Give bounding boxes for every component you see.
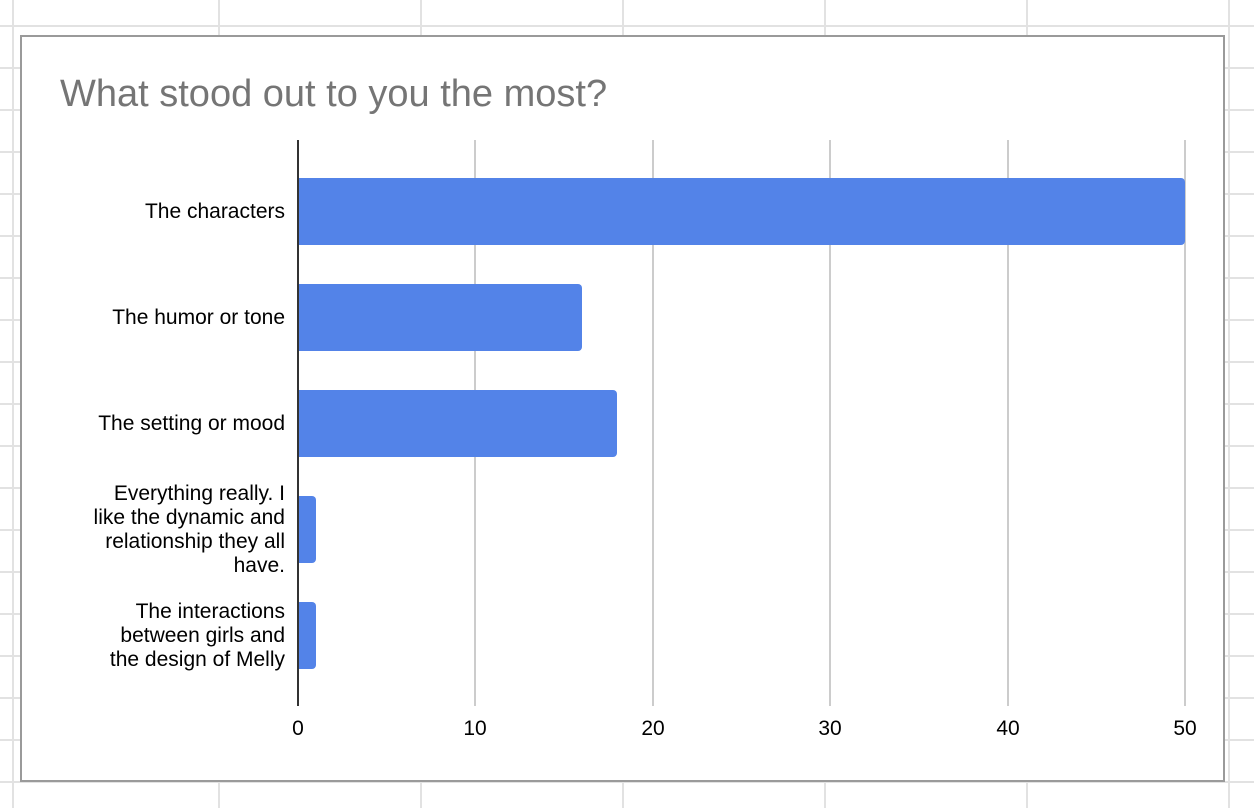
category-label: The setting or mood [98, 412, 285, 435]
x-tick-label: 10 [463, 717, 487, 740]
x-tick-label: 50 [1173, 717, 1197, 740]
chart-title: What stood out to you the most? [60, 73, 608, 115]
sheet-row-line [0, 781, 1254, 783]
chart-object[interactable]: What stood out to you the most? The char… [20, 35, 1225, 782]
bar[interactable] [298, 390, 617, 457]
bar[interactable] [298, 178, 1185, 245]
bar[interactable] [298, 284, 582, 351]
x-gridline [829, 140, 831, 706]
category-label: The characters [144, 200, 285, 223]
category-label: The interactions between girls and the d… [109, 600, 285, 671]
x-tick-label: 40 [996, 717, 1020, 740]
bar[interactable] [298, 496, 316, 563]
x-gridline [1184, 140, 1186, 706]
x-gridline [652, 140, 654, 706]
sheet-row-line [0, 25, 1254, 27]
x-tick-label: 0 [292, 717, 304, 740]
category-label: Everything really. I like the dynamic an… [93, 482, 285, 577]
category-label: The humor or tone [112, 306, 285, 329]
x-tick-label: 20 [641, 717, 665, 740]
y-axis-line [297, 140, 299, 706]
bar[interactable] [298, 602, 316, 669]
x-gridline [1007, 140, 1009, 706]
x-tick-label: 30 [818, 717, 842, 740]
